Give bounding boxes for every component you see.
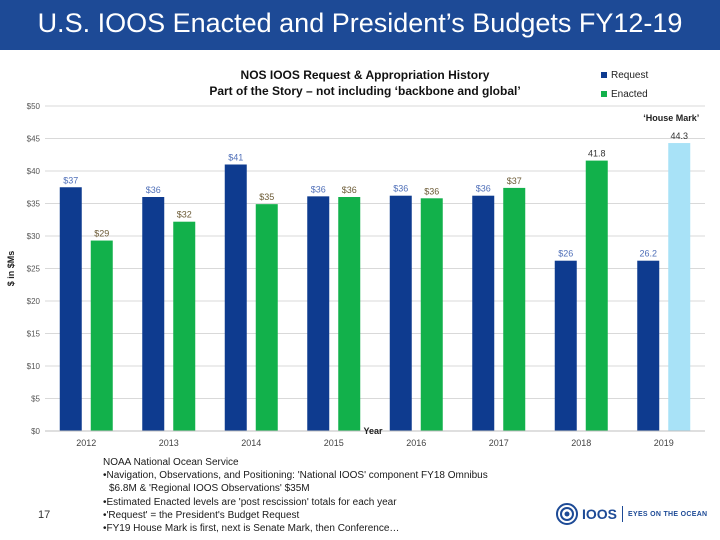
data-label: $36 — [393, 184, 408, 194]
x-tick-label: 2016 — [406, 438, 426, 448]
data-label: $37 — [63, 175, 78, 185]
bar-enacted — [338, 197, 361, 431]
legend-label: Request — [611, 70, 648, 81]
data-label: 26.2 — [639, 249, 657, 259]
data-label: $32 — [177, 210, 192, 220]
logo-tagline: EYES ON THE OCEAN — [628, 510, 708, 518]
title-bar: U.S. IOOS Enacted and President’s Budget… — [0, 0, 720, 50]
data-label: 41.8 — [588, 149, 606, 159]
y-tick-label: $50 — [27, 102, 41, 111]
slide-title: U.S. IOOS Enacted and President’s Budget… — [37, 8, 683, 38]
notes-source: NOAA National Ocean Service — [103, 457, 239, 468]
bar-enacted — [503, 187, 526, 431]
bar-enacted — [668, 143, 691, 432]
notes-bullet: •FY19 House Mark is first, next is Senat… — [103, 523, 400, 535]
y-tick-label: $15 — [27, 330, 41, 339]
y-tick-label: $10 — [27, 362, 41, 371]
y-tick-label: $0 — [31, 427, 40, 436]
x-tick-label: 2014 — [241, 438, 261, 448]
y-tick-label: $20 — [27, 297, 41, 306]
y-tick-label: $35 — [27, 200, 41, 209]
bar-enacted — [173, 221, 196, 431]
bar-enacted — [90, 240, 113, 431]
notes-bullet: •Navigation, Observations, and Positioni… — [103, 470, 488, 482]
x-tick-label: 2012 — [76, 438, 96, 448]
data-label: $26 — [558, 249, 573, 259]
logo-wordmark: IOOS — [582, 506, 618, 522]
ioos-logo: IOOS EYES ON THE OCEAN — [556, 503, 716, 525]
chart-title: NOS IOOS Request & Appropriation History — [241, 68, 490, 82]
bar-request — [472, 195, 495, 431]
x-tick-label: 2019 — [654, 438, 674, 448]
y-tick-label: $25 — [27, 265, 41, 274]
ioos-logo-icon — [556, 503, 578, 525]
data-label: 44.3 — [670, 131, 688, 141]
y-tick-label: $40 — [27, 167, 41, 176]
annotation-house-mark: ‘House Mark’ — [643, 113, 699, 123]
data-label: $41 — [228, 153, 243, 163]
footer-notes: NOAA National Ocean Service •Navigation,… — [103, 456, 543, 535]
legend-swatch — [601, 91, 607, 97]
data-label: $36 — [424, 186, 439, 196]
x-tick-label: 2017 — [489, 438, 509, 448]
y-tick-label: $5 — [31, 395, 40, 404]
bar-enacted — [585, 160, 608, 431]
chart-subtitle: Part of the Story – not including ‘backb… — [209, 84, 520, 98]
bar-request — [224, 164, 247, 431]
logo-divider — [622, 506, 624, 522]
x-tick-label: 2018 — [571, 438, 591, 448]
data-label: $35 — [259, 192, 274, 202]
chart-svg: $0 $5 $10 $15 $20 $25 $30 $35 $40 $45 $50 $ in $Ms N… — [6, 68, 705, 448]
y-axis-label: $ in $Ms — [6, 251, 16, 287]
bar-request — [389, 195, 412, 431]
bar-request — [307, 196, 330, 431]
data-label: $36 — [342, 185, 357, 195]
bar-enacted — [420, 198, 443, 431]
legend-label: Enacted — [611, 89, 648, 100]
budget-chart: $0 $5 $10 $15 $20 $25 $30 $35 $40 $45 $50 $ in $Ms N… — [0, 58, 720, 454]
data-label: $36 — [476, 184, 491, 194]
x-tick-label: 2015 — [324, 438, 344, 448]
bar-request — [142, 197, 165, 431]
data-label: $36 — [311, 184, 326, 194]
notes-bullet: •Estimated Enacted levels are 'post resc… — [103, 496, 397, 508]
bar-request — [59, 187, 82, 431]
notes-bullet: •'Request' = the President's Budget Requ… — [103, 509, 300, 521]
y-tick-label: $45 — [27, 135, 41, 144]
notes-bullet: $6.8M & 'Regional IOOS Observations' $35… — [109, 483, 310, 495]
data-label: $36 — [146, 185, 161, 195]
bar-enacted — [255, 204, 278, 431]
bar-request — [554, 260, 577, 431]
legend-swatch — [601, 72, 607, 78]
y-tick-label: $30 — [27, 232, 41, 241]
x-axis-label: Year — [363, 426, 383, 436]
page-number: 17 — [38, 509, 51, 521]
bar-request — [637, 260, 660, 431]
data-label: $37 — [507, 176, 522, 186]
data-label: $29 — [94, 229, 109, 239]
x-tick-label: 2013 — [159, 438, 179, 448]
